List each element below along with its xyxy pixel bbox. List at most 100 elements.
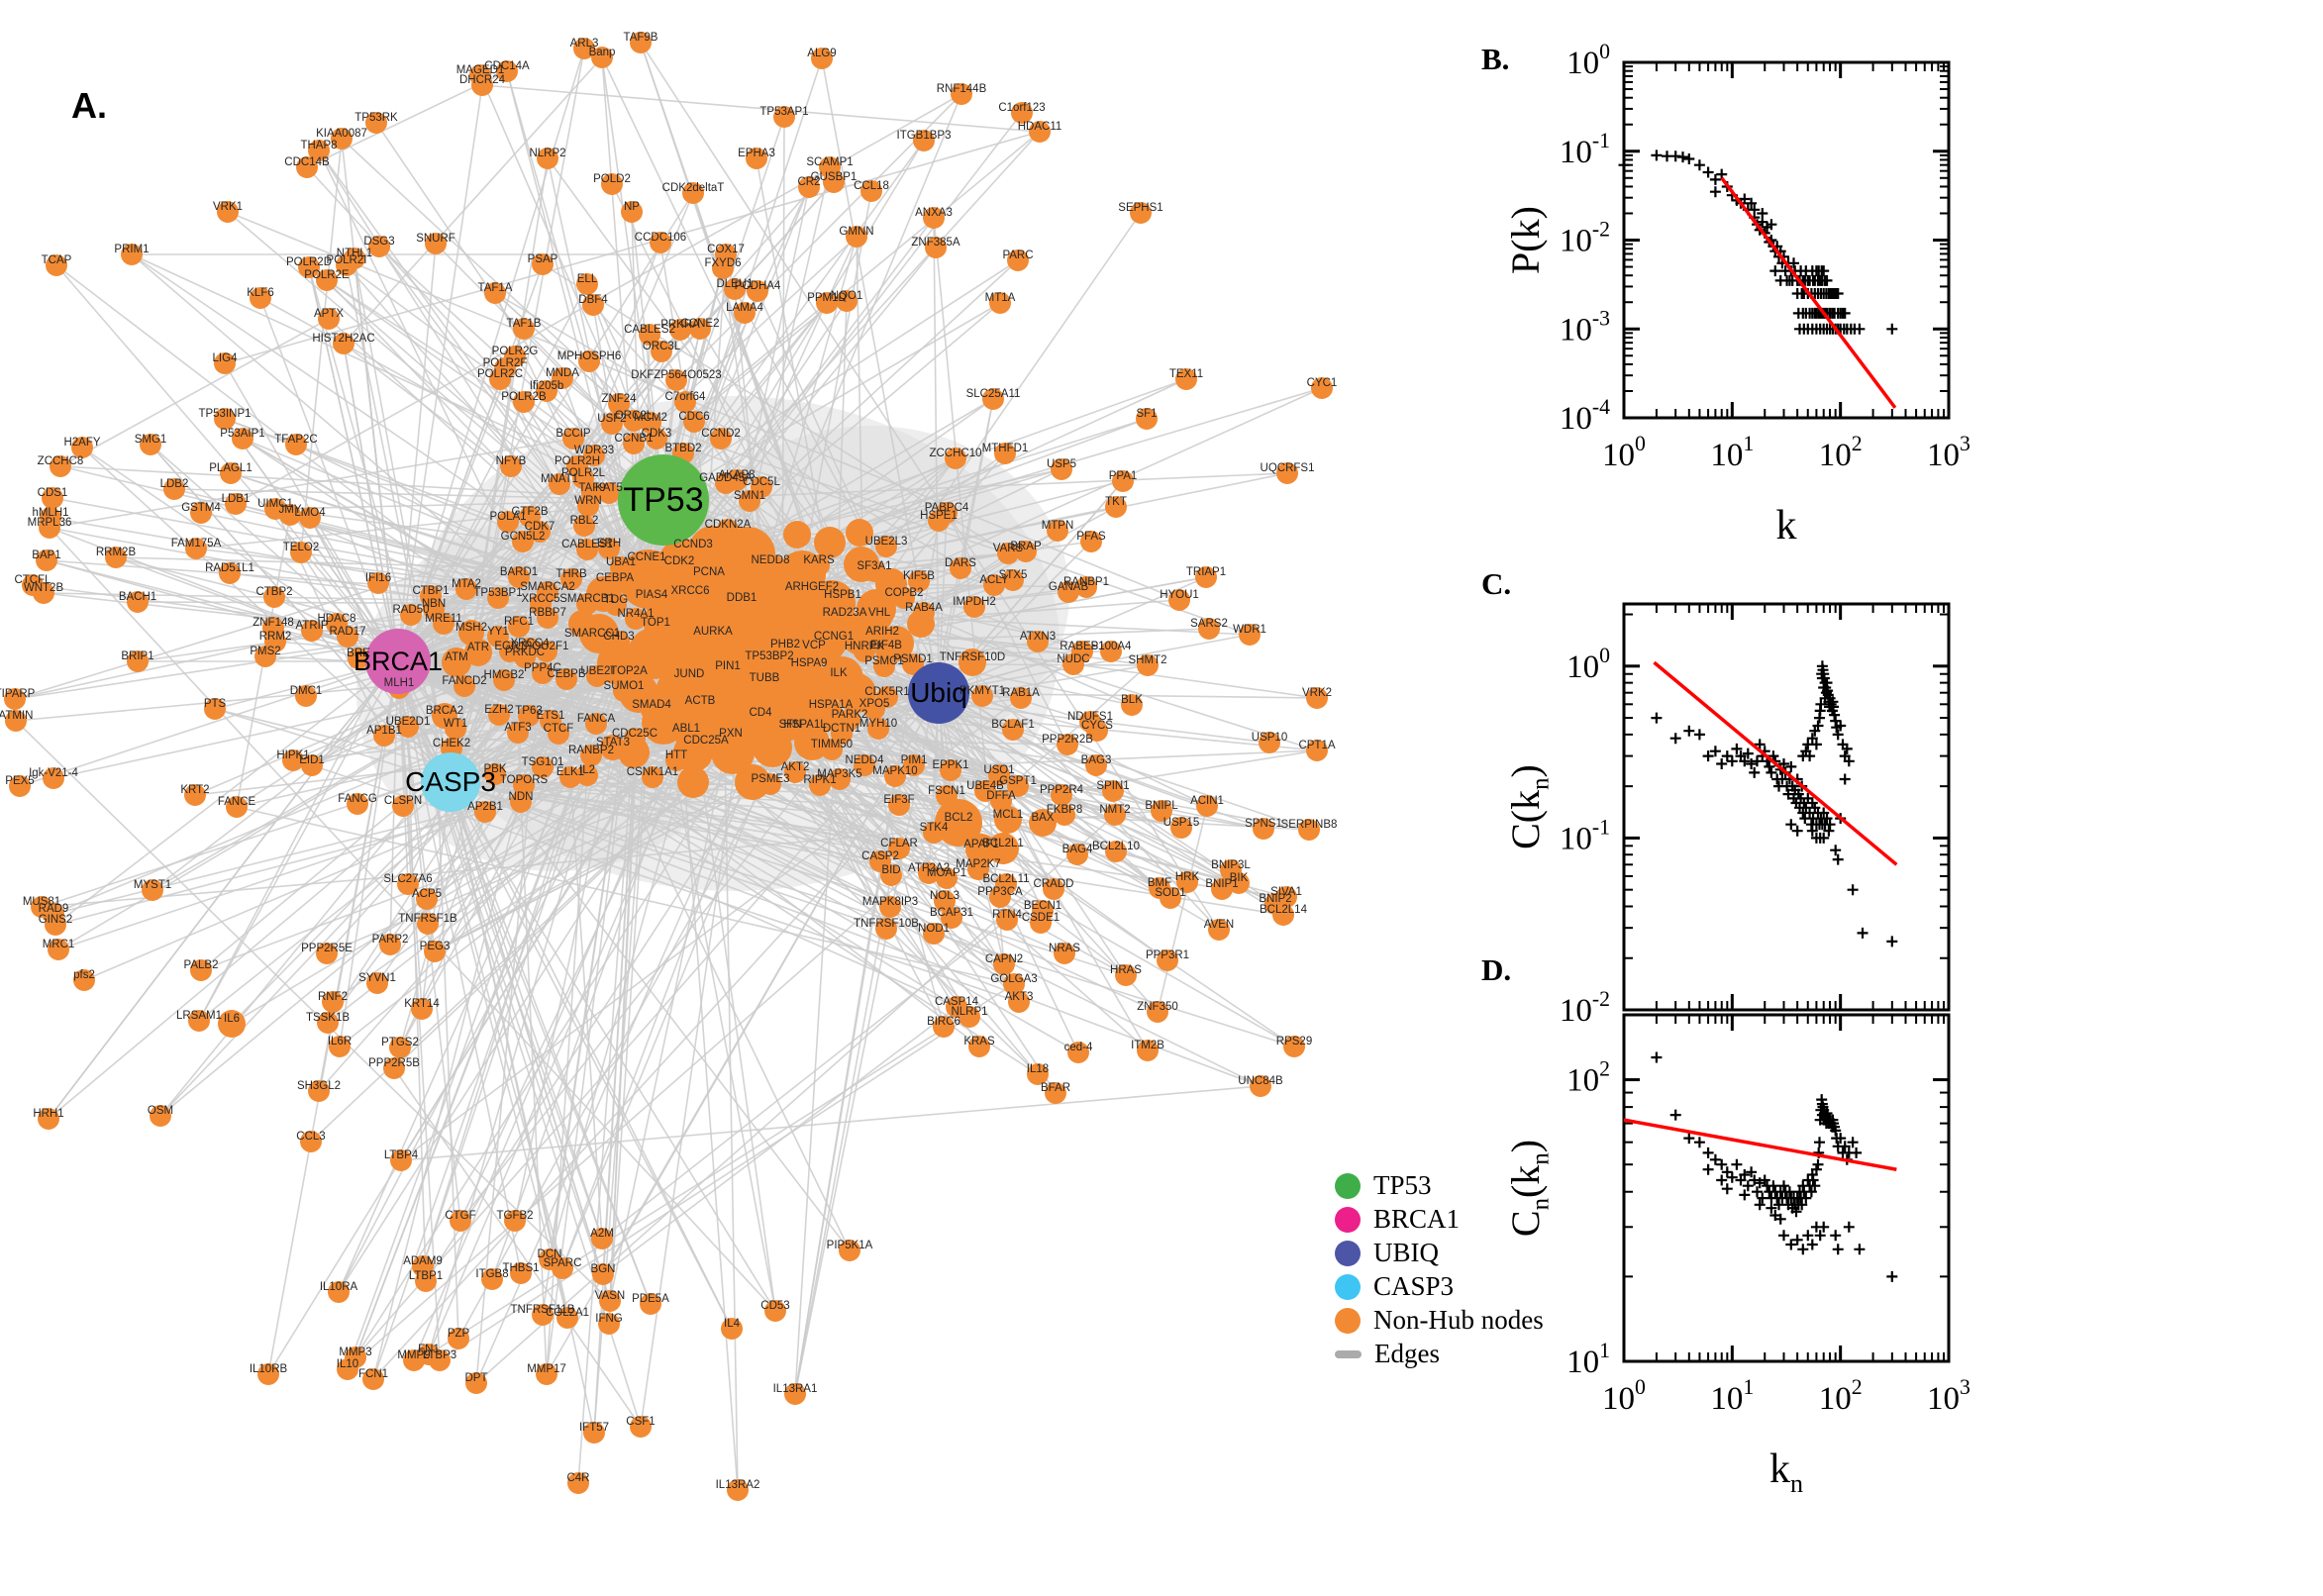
tick-label: 10-2 xyxy=(1560,218,1610,259)
network-node xyxy=(989,292,1011,314)
network-node xyxy=(959,648,986,676)
edge xyxy=(224,418,399,662)
edge xyxy=(547,157,645,605)
plot-C: 100 10-1 10-2 C(kn) xyxy=(1503,602,1951,1029)
data-points xyxy=(1651,1051,1898,1282)
edge xyxy=(343,56,603,345)
network-node xyxy=(623,410,645,432)
fit-line xyxy=(1720,176,1897,409)
edge xyxy=(542,263,1009,554)
edge xyxy=(311,764,1020,1003)
tick-label: 100 xyxy=(1602,1375,1646,1417)
network-node xyxy=(368,236,390,257)
plot-frame xyxy=(1622,60,1951,420)
edge xyxy=(339,738,732,1047)
network-node xyxy=(746,148,767,169)
network-node xyxy=(573,38,595,59)
edge xyxy=(494,292,995,586)
network-node xyxy=(576,273,598,295)
network-node xyxy=(811,48,833,69)
edge xyxy=(938,692,1127,976)
network-node xyxy=(1112,470,1134,492)
edge xyxy=(308,266,399,662)
network-node xyxy=(1002,569,1024,591)
network-node xyxy=(651,341,672,362)
edge xyxy=(354,723,597,1358)
edge xyxy=(439,1016,970,1361)
edge xyxy=(631,211,664,501)
edge xyxy=(602,1006,958,1275)
network-node xyxy=(823,171,845,193)
edge xyxy=(55,264,694,753)
network-node xyxy=(471,74,493,96)
edge xyxy=(946,512,1068,746)
network-node xyxy=(532,253,554,275)
edge xyxy=(450,781,1310,831)
edge xyxy=(662,140,925,501)
edge xyxy=(300,138,343,553)
edge xyxy=(938,576,1207,694)
network-node xyxy=(923,207,945,229)
edge xyxy=(46,559,349,638)
tick-label: 102 xyxy=(1566,1057,1610,1099)
data-points xyxy=(1651,660,1898,948)
edge xyxy=(569,776,603,1240)
fit-line xyxy=(1623,1118,1897,1171)
network-node xyxy=(623,433,645,454)
edge xyxy=(346,264,452,783)
tick-label: 100 xyxy=(1566,40,1610,81)
cluster-node xyxy=(677,766,709,798)
network-node xyxy=(536,380,557,402)
cluster-node xyxy=(846,519,873,547)
network-node xyxy=(683,411,705,433)
network-node xyxy=(1105,496,1127,518)
network-node xyxy=(582,294,604,316)
legend-label: CASP3 xyxy=(1373,1271,1455,1301)
network-node xyxy=(836,290,858,312)
network-node xyxy=(1058,581,1079,603)
network-node xyxy=(121,244,143,265)
cluster-node xyxy=(814,527,846,558)
edge xyxy=(794,643,843,1395)
network-node xyxy=(1136,408,1158,430)
edge xyxy=(699,328,897,645)
tick-label: 10-1 xyxy=(1560,816,1610,857)
network-node xyxy=(1007,249,1029,271)
edge xyxy=(450,781,1284,916)
network-node xyxy=(682,182,704,204)
network-node xyxy=(512,531,534,552)
network-node xyxy=(963,596,985,618)
edge xyxy=(517,732,548,1375)
network-node xyxy=(308,140,330,161)
edge xyxy=(19,660,399,787)
edge xyxy=(650,422,1251,636)
edge xyxy=(422,499,664,1267)
network-node xyxy=(621,201,643,223)
network-node xyxy=(860,180,882,202)
edge xyxy=(428,983,1015,1355)
edge xyxy=(459,748,833,1222)
network-node xyxy=(577,495,599,517)
edge xyxy=(958,822,1171,899)
edge xyxy=(372,804,900,1380)
tick-label: 101 xyxy=(1710,1375,1754,1417)
network-node xyxy=(425,233,447,254)
edge xyxy=(236,651,479,808)
network-node xyxy=(1075,576,1097,598)
panel-label-a: A. xyxy=(71,85,107,126)
edge xyxy=(397,192,694,662)
data-points xyxy=(1618,150,1898,335)
network-node xyxy=(639,324,660,346)
network-node xyxy=(798,176,820,198)
network-node xyxy=(552,367,573,389)
network-node xyxy=(331,128,353,150)
edge xyxy=(397,660,1262,1087)
network-nodes xyxy=(4,32,1333,1501)
edge xyxy=(546,774,588,1375)
network-node xyxy=(983,574,1005,596)
network-node xyxy=(576,539,598,560)
network-node xyxy=(250,287,271,309)
edge xyxy=(794,749,1318,773)
